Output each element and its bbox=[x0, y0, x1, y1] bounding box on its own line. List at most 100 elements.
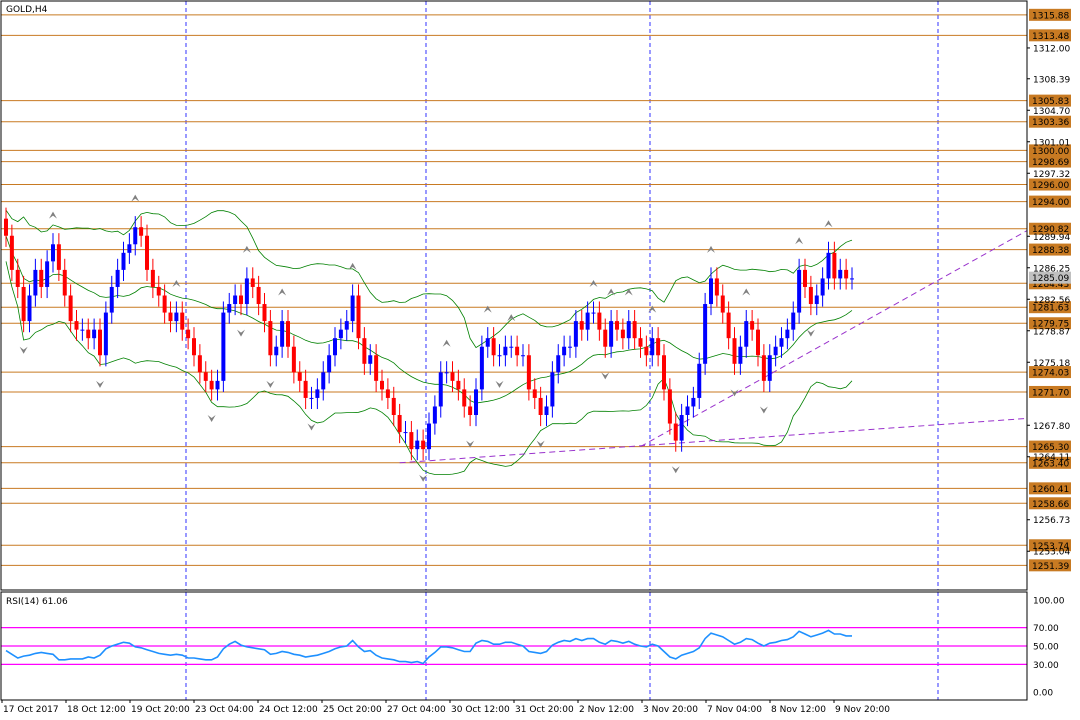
current-price-box bbox=[1029, 271, 1071, 284]
level-label-box bbox=[1029, 178, 1071, 191]
support-trendline-low bbox=[399, 417, 1028, 464]
fractal-down-arrow bbox=[419, 474, 428, 482]
candle-body bbox=[538, 397, 543, 416]
candle-body bbox=[673, 423, 678, 441]
candle-body bbox=[403, 432, 408, 434]
fractal-down-arrow bbox=[536, 440, 545, 448]
candle-body bbox=[685, 406, 690, 416]
candle-body bbox=[691, 397, 696, 407]
candle-body bbox=[168, 312, 173, 322]
candle-body bbox=[432, 406, 437, 424]
candle-body bbox=[109, 286, 114, 313]
candle-body bbox=[462, 389, 467, 407]
level-label: 1260.41 bbox=[1032, 485, 1069, 495]
trendlines bbox=[399, 230, 1028, 464]
rsi-tick-label: 50.00 bbox=[1033, 643, 1059, 653]
level-label: 1253.74 bbox=[1032, 542, 1069, 552]
price-tick-label: 1297.32 bbox=[1033, 170, 1070, 180]
candle-body bbox=[80, 329, 85, 331]
candle-body bbox=[509, 346, 514, 348]
candle-body bbox=[374, 355, 379, 381]
time-tick-label: 7 Nov 04:00 bbox=[707, 705, 762, 715]
time-tick-label: 9 Nov 20:00 bbox=[835, 705, 890, 715]
level-label-box bbox=[1029, 222, 1071, 235]
candle-body bbox=[209, 380, 214, 390]
level-label: 1288.38 bbox=[1032, 246, 1069, 256]
candle-body bbox=[485, 338, 490, 347]
candle-body bbox=[333, 338, 337, 356]
level-label-box bbox=[1029, 243, 1071, 256]
level-label: 1279.75 bbox=[1032, 320, 1069, 330]
chart-title: GOLD,H4 bbox=[6, 5, 48, 15]
candle-body bbox=[145, 235, 149, 270]
level-label: 1305.83 bbox=[1032, 97, 1069, 107]
candle-body bbox=[139, 227, 144, 236]
candle-body bbox=[250, 278, 255, 287]
candle-body bbox=[756, 329, 760, 356]
candle-body bbox=[291, 346, 296, 373]
candle-body bbox=[103, 312, 108, 356]
candle-body bbox=[268, 321, 273, 356]
support-trendline-high bbox=[640, 230, 1028, 448]
candle-body bbox=[556, 355, 561, 373]
price-tick-label: 1275.18 bbox=[1033, 359, 1070, 369]
fractal-up-arrow bbox=[824, 220, 833, 228]
candle-body bbox=[609, 321, 614, 347]
band-middle bbox=[5, 235, 853, 404]
fractal-up-arrow bbox=[348, 262, 357, 270]
candle-body bbox=[262, 304, 267, 322]
candle-body bbox=[51, 244, 55, 262]
level-label-box bbox=[1029, 8, 1071, 21]
level-label-box bbox=[1029, 317, 1071, 330]
fractal-up-arrow bbox=[795, 237, 804, 245]
candle-body bbox=[679, 415, 684, 441]
fractal-down-arrow bbox=[671, 466, 680, 474]
candle-body bbox=[738, 346, 743, 364]
rsi-line bbox=[5, 629, 852, 665]
candle-body bbox=[550, 372, 555, 407]
candle-body bbox=[438, 372, 443, 407]
fractal-up-arrow bbox=[242, 245, 251, 253]
fractal-down-arrow bbox=[307, 423, 316, 431]
time-tick-label: 31 Oct 20:00 bbox=[515, 705, 574, 715]
time-tick-label: 19 Oct 20:00 bbox=[131, 705, 190, 715]
level-label-box bbox=[1029, 366, 1071, 379]
level-label-box bbox=[1029, 539, 1071, 552]
candle-body bbox=[573, 321, 578, 347]
candle-body bbox=[115, 269, 120, 287]
level-label-box bbox=[1029, 497, 1071, 510]
level-label-box bbox=[1029, 482, 1071, 495]
horizontal-levels: 1315.88 1313.48 1305.83 1303.36 1300.001298.… bbox=[1, 8, 1071, 572]
candle-body bbox=[844, 269, 849, 279]
fractal-down-arrow bbox=[96, 380, 104, 388]
candle-body bbox=[797, 269, 802, 313]
candle-body bbox=[638, 338, 643, 347]
candle-body bbox=[303, 380, 308, 398]
candle-body bbox=[468, 406, 473, 416]
level-label-box bbox=[1029, 155, 1071, 168]
candle-body bbox=[850, 278, 854, 280]
time-tick-label: 18 Oct 12:00 bbox=[67, 705, 126, 715]
candle-body bbox=[321, 372, 326, 390]
candle-body bbox=[644, 346, 649, 356]
candle-body bbox=[244, 278, 249, 305]
level-label: 1284.43 bbox=[1032, 280, 1069, 290]
candle-body bbox=[197, 355, 202, 373]
level-label: 1298.69 bbox=[1032, 158, 1069, 168]
candle-body bbox=[338, 329, 343, 339]
candle-body bbox=[597, 312, 602, 330]
level-label: 1265.30 bbox=[1032, 443, 1069, 453]
candle-body bbox=[656, 338, 661, 356]
candle-body bbox=[203, 372, 208, 381]
fractal-up-arrow bbox=[442, 339, 451, 347]
candle-body bbox=[732, 338, 737, 364]
candle-body bbox=[532, 389, 537, 398]
candle-body bbox=[362, 338, 367, 364]
fractal-down-arrow bbox=[207, 415, 216, 423]
level-label-box bbox=[1029, 385, 1071, 398]
candle-body bbox=[121, 252, 126, 270]
candle-body bbox=[150, 269, 155, 287]
rsi-panel-frame bbox=[0, 591, 1028, 701]
time-tick-label: 23 Oct 04:00 bbox=[195, 705, 254, 715]
candle-body bbox=[544, 406, 549, 416]
